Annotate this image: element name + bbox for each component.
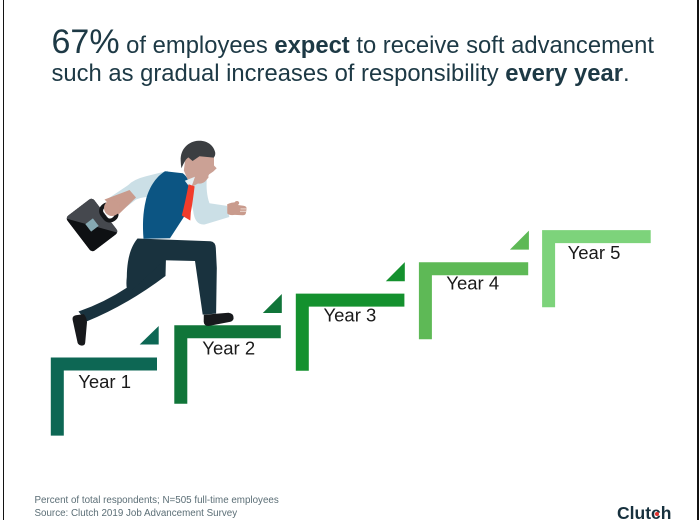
svg-text:Year 4: Year 4 xyxy=(446,273,499,294)
svg-text:Year 3: Year 3 xyxy=(324,305,377,326)
svg-text:Year 5: Year 5 xyxy=(568,242,621,263)
svg-text:Year 2: Year 2 xyxy=(202,338,255,359)
svg-text:Year 1: Year 1 xyxy=(78,371,131,392)
